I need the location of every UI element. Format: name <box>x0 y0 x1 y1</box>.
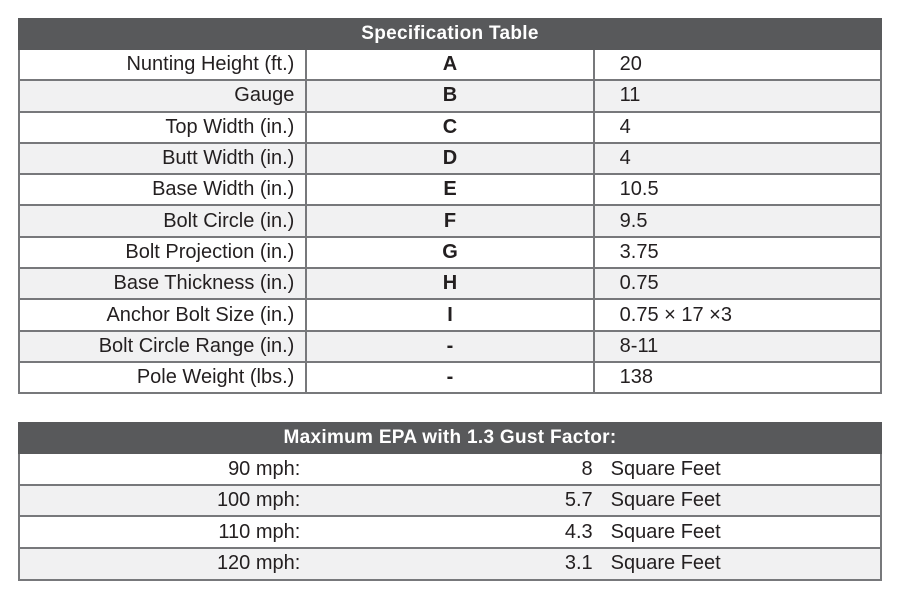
spec-row-label: Gauge <box>19 79 307 112</box>
spec-row-letter: - <box>305 329 595 362</box>
table-row: 90 mph: 8 Square Feet <box>19 452 881 485</box>
spec-row-letter: I <box>305 298 595 331</box>
epa-row-value: 3.1 <box>306 547 594 580</box>
table-row: Gauge B 11 <box>19 79 881 112</box>
table-row: Bolt Projection (in.) G 3.75 <box>19 235 881 269</box>
spec-row-value: 138 <box>593 360 881 394</box>
epa-row-unit: Square Feet <box>593 547 881 580</box>
table-row: 110 mph: 4.3 Square Feet <box>19 515 881 549</box>
table-row: Nunting Height (ft.) A 20 <box>19 47 881 81</box>
spec-row-letter: A <box>305 47 595 81</box>
spec-row-value: 20 <box>593 47 881 81</box>
epa-row-unit: Square Feet <box>593 483 881 517</box>
spec-row-label: Butt Width (in.) <box>19 141 307 175</box>
spec-row-letter: F <box>305 204 595 237</box>
spec-row-letter: E <box>305 173 595 206</box>
spec-row-letter: - <box>305 360 595 394</box>
spec-row-label: Top Width (in.) <box>19 110 307 143</box>
epa-table-header-row: Maximum EPA with 1.3 Gust Factor: <box>18 422 882 455</box>
spec-row-label: Anchor Bolt Size (in.) <box>19 298 307 331</box>
specification-table-header-row: Specification Table <box>18 18 882 50</box>
specification-table: Specification Table Nunting Height (ft.)… <box>18 18 882 395</box>
epa-row-unit: Square Feet <box>593 515 881 549</box>
spec-row-value: 8-11 <box>593 329 881 362</box>
spec-row-value: 0.75 × 17 ×3 <box>593 298 881 331</box>
spec-row-letter: C <box>305 110 595 143</box>
specification-table-title: Specification Table <box>18 18 882 50</box>
table-row: Base Width (in.) E 10.5 <box>19 173 881 206</box>
spec-row-value: 4 <box>593 141 881 175</box>
epa-row-speed: 120 mph: <box>19 547 307 580</box>
table-row: Base Thickness (in.) H 0.75 <box>19 267 881 300</box>
table-row: Bolt Circle (in.) F 9.5 <box>19 204 881 237</box>
spec-row-value: 3.75 <box>593 235 881 269</box>
spec-row-letter: B <box>305 79 595 112</box>
table-row: 120 mph: 3.1 Square Feet <box>19 547 881 580</box>
spec-row-label: Nunting Height (ft.) <box>19 47 307 81</box>
table-row: Butt Width (in.) D 4 <box>19 141 881 175</box>
spec-row-label: Base Width (in.) <box>19 173 307 206</box>
epa-row-value: 4.3 <box>306 515 594 549</box>
spec-row-letter: G <box>305 235 595 269</box>
epa-row-speed: 110 mph: <box>19 515 307 549</box>
spec-row-letter: D <box>305 141 595 175</box>
epa-row-speed: 90 mph: <box>19 452 307 485</box>
table-row: Bolt Circle Range (in.) - 8-11 <box>19 329 881 362</box>
spec-row-letter: H <box>305 267 595 300</box>
epa-row-unit: Square Feet <box>593 452 881 485</box>
epa-row-value: 5.7 <box>306 483 594 517</box>
epa-table: Maximum EPA with 1.3 Gust Factor: 90 mph… <box>18 422 882 581</box>
epa-row-speed: 100 mph: <box>19 483 307 517</box>
spec-row-value: 9.5 <box>593 204 881 237</box>
epa-row-value: 8 <box>306 452 594 485</box>
epa-table-title: Maximum EPA with 1.3 Gust Factor: <box>18 422 882 455</box>
spec-row-value: 4 <box>593 110 881 143</box>
spec-row-label: Bolt Circle Range (in.) <box>19 329 307 362</box>
spec-row-value: 10.5 <box>593 173 881 206</box>
spec-row-value: 11 <box>593 79 881 112</box>
spec-row-value: 0.75 <box>593 267 881 300</box>
spec-row-label: Base Thickness (in.) <box>19 267 307 300</box>
table-row: 100 mph: 5.7 Square Feet <box>19 483 881 517</box>
spec-row-label: Bolt Circle (in.) <box>19 204 307 237</box>
spec-row-label: Pole Weight (lbs.) <box>19 360 307 394</box>
spec-row-label: Bolt Projection (in.) <box>19 235 307 269</box>
table-row: Top Width (in.) C 4 <box>19 110 881 143</box>
table-row: Pole Weight (lbs.) - 138 <box>19 360 881 394</box>
table-row: Anchor Bolt Size (in.) I 0.75 × 17 ×3 <box>19 298 881 331</box>
